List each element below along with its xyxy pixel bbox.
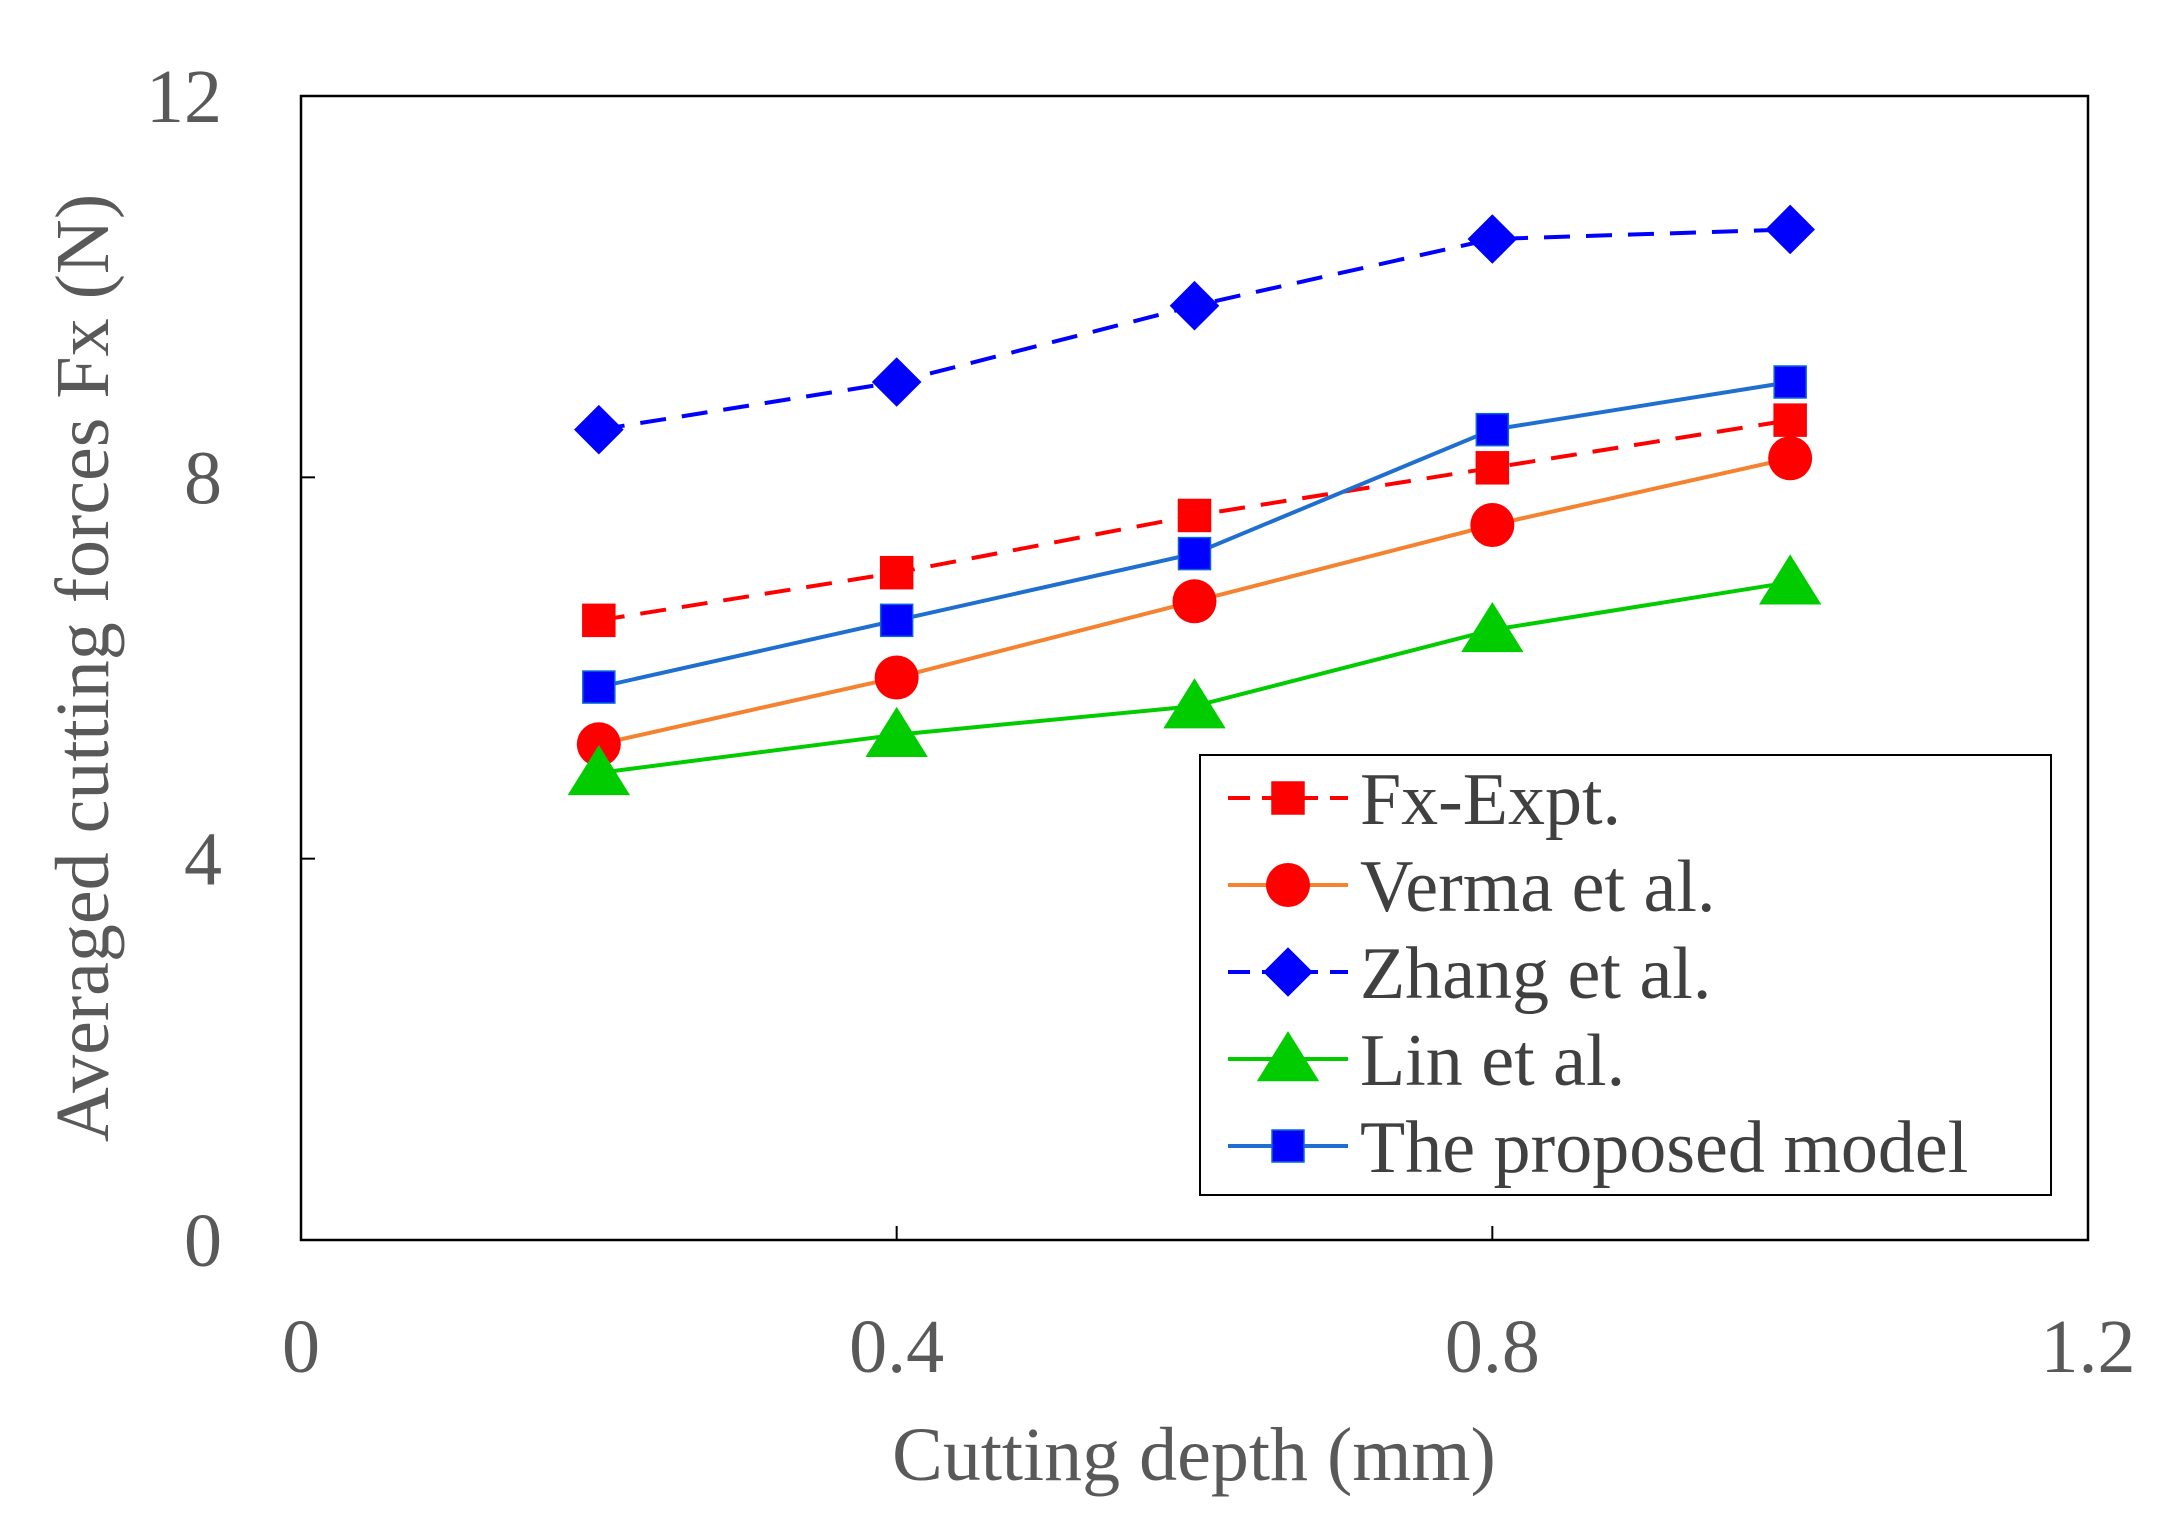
data-point	[874, 655, 919, 700]
x-tick-label: 0.4	[849, 1305, 944, 1389]
data-point	[576, 722, 621, 767]
legend-item: Zhang et al.	[1228, 933, 1711, 1015]
series-layer	[567, 204, 1822, 796]
legend-label: The proposed model	[1360, 1107, 1968, 1189]
data-point	[1475, 412, 1510, 447]
x-tick-label: 0	[282, 1305, 320, 1389]
legend-box	[1199, 754, 2052, 1196]
data-point	[1765, 204, 1815, 255]
data-point	[1177, 536, 1212, 571]
legend-marker	[1271, 781, 1305, 815]
y-tick-label: 8	[184, 436, 222, 520]
data-point	[582, 603, 616, 638]
legend-marker	[1256, 1031, 1320, 1082]
data-point	[1461, 602, 1524, 653]
data-point	[1773, 403, 1807, 437]
legend-label: Fx-Expt.	[1360, 759, 1621, 841]
y-tick-label: 4	[184, 818, 222, 902]
data-point	[1758, 554, 1822, 605]
data-point	[1768, 436, 1813, 481]
series-line	[598, 380, 1791, 690]
legend-label: Lin et al.	[1360, 1020, 1625, 1102]
data-point	[879, 603, 914, 638]
series-lin-et-al	[567, 554, 1822, 796]
series-fx-expt	[582, 403, 1807, 638]
y-axis-title: Averaged cutting forces Fx (N)	[41, 194, 125, 1142]
data-point	[567, 745, 631, 796]
data-point	[1773, 365, 1807, 399]
legend-marker	[1266, 863, 1310, 907]
y-tick-label: 0	[184, 1199, 222, 1283]
data-point	[1169, 280, 1220, 331]
legend-item: The proposed model	[1228, 1107, 1968, 1189]
data-point	[582, 670, 616, 704]
series-verma-et-al	[576, 436, 1813, 767]
y-tick-label: 12	[146, 55, 222, 139]
x-tick-label: 0.8	[1445, 1305, 1540, 1389]
legend-label: Verma et al.	[1360, 846, 1715, 928]
legend-marker	[1263, 947, 1313, 997]
series-the-proposed-model	[582, 365, 1807, 704]
plot-frame	[299, 94, 2090, 1242]
legend-item: Fx-Expt.	[1228, 759, 1621, 841]
data-point	[1470, 503, 1515, 547]
legend-marker	[1271, 1129, 1305, 1163]
axis-ticks: 0 0.4 0.8 1.2 0 4 8 12	[146, 55, 2136, 1389]
data-point	[574, 404, 624, 455]
data-point	[879, 555, 914, 590]
x-tick-label: 1.2	[2041, 1305, 2136, 1389]
legend-item: Verma et al.	[1228, 846, 1715, 928]
data-point	[865, 706, 928, 758]
x-axis-title: Cutting depth (mm)	[892, 1413, 1496, 1497]
legend: Fx-Expt.Verma et al.Zhang et al.Lin et a…	[1199, 754, 2052, 1196]
data-point	[871, 357, 922, 407]
data-point	[1163, 678, 1226, 729]
series-zhang-et-al	[574, 204, 1815, 455]
legend-label: Zhang et al.	[1360, 933, 1711, 1015]
legend-item: Lin et al.	[1228, 1020, 1625, 1102]
data-point	[1177, 498, 1212, 533]
data-point	[1172, 579, 1217, 624]
data-point	[1475, 451, 1510, 485]
data-point	[1467, 214, 1518, 264]
